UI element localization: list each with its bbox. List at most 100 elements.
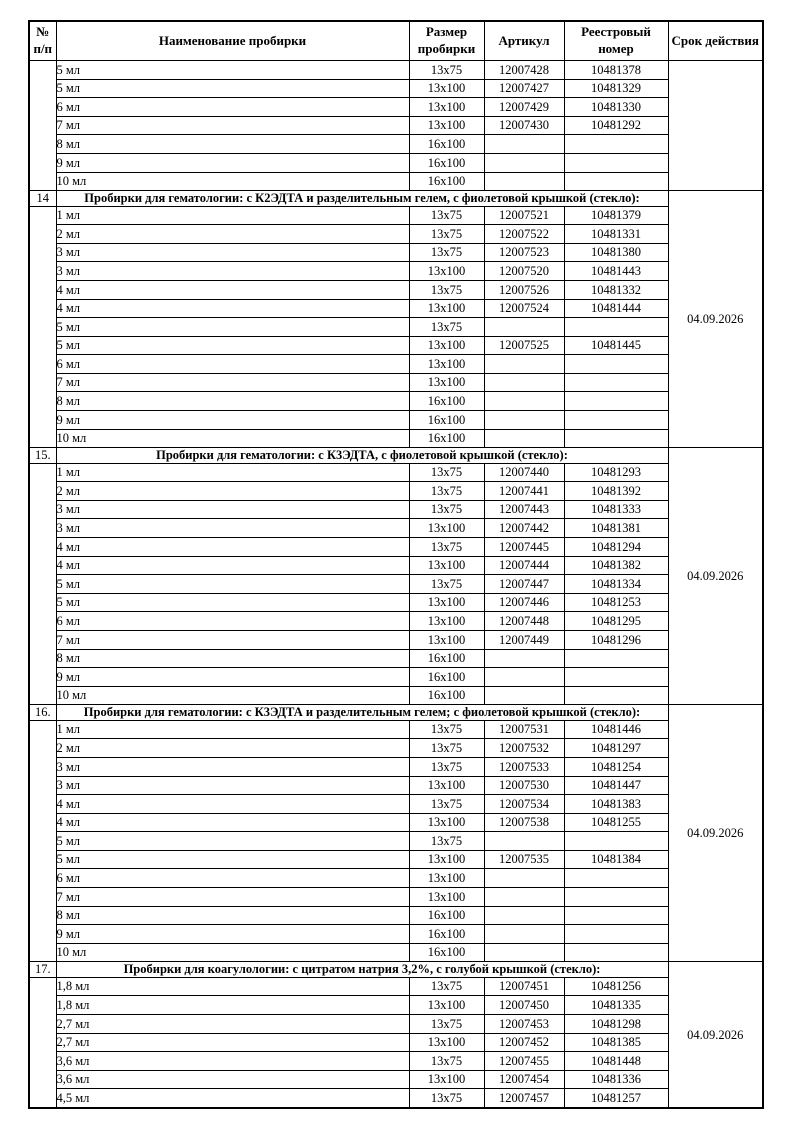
row-article: 12007453: [483, 1014, 565, 1034]
row-article: 12007454: [483, 1069, 565, 1090]
row-reg-number: 10481379: [563, 205, 669, 226]
row-size: 13x75: [408, 242, 485, 263]
row-size: 13x100: [408, 555, 485, 576]
row-volume: 10 мл: [55, 942, 410, 963]
row-article: 12007445: [483, 537, 565, 557]
row-volume: 7 мл: [55, 629, 410, 650]
row-volume: 3 мл: [55, 518, 410, 538]
row-reg-number: 10481392: [563, 481, 669, 501]
row-reg-number: 10481385: [563, 1032, 669, 1053]
row-article: 12007440: [483, 462, 565, 483]
row-volume: 5 мл: [55, 592, 410, 613]
row-size: 13x100: [408, 261, 485, 281]
table-row: 10 мл 16x100: [29, 942, 763, 963]
row-article: [483, 887, 565, 907]
row-reg-number: 10481256: [563, 976, 669, 997]
row-volume: 7 мл: [55, 887, 410, 907]
row-volume: 3 мл: [55, 775, 410, 796]
row-reg-number: [563, 391, 669, 412]
table-row: 3 мл 13x100 12007442 10481381: [29, 518, 763, 538]
row-reg-number: 10481292: [563, 115, 669, 136]
row-size: 13x100: [408, 335, 485, 356]
table-row: 3 мл 13x75 12007533 10481254: [29, 756, 763, 777]
section-header-row: 16. Пробирки для гематологии: с К3ЭДТА и …: [28, 704, 764, 963]
table-row: 3 мл 13x75 12007443 10481333: [29, 499, 763, 520]
row-volume: 5 мл: [55, 335, 410, 356]
row-volume: 4 мл: [55, 537, 410, 557]
row-reg-number: [563, 648, 669, 669]
row-reg-number: 10481382: [563, 555, 669, 576]
row-size: 13x75: [408, 756, 485, 777]
row-size: 16x100: [408, 410, 485, 430]
row-article: 12007538: [483, 812, 565, 833]
row-volume: 5 мл: [55, 60, 410, 80]
row-volume: 1 мл: [55, 719, 410, 740]
row-reg-number: 10481445: [563, 335, 669, 356]
table-row: 5 мл 13x100 12007525 10481445: [29, 335, 763, 356]
table-row: 6 мл 13x100 12007448 10481295: [29, 611, 763, 631]
row-size: 13x75: [408, 976, 485, 997]
section-header-row: 14 Пробирки для гематологии: с К2ЭДТА и р…: [28, 190, 764, 449]
row-volume: 5 мл: [55, 849, 410, 870]
validity-cell: [667, 59, 764, 192]
table-row: 1 мл 13x75 12007440 10481293: [28, 462, 763, 706]
table-row: 3 мл 13x100 12007530 10481447: [29, 775, 763, 796]
row-article: 12007457: [483, 1088, 565, 1109]
table-row: 10 мл 16x100: [29, 685, 763, 706]
row-article: [483, 410, 565, 430]
row-volume: 8 мл: [55, 648, 410, 669]
table-row: 4 мл 13x75 12007534 10481383: [29, 794, 763, 814]
row-size: 13x75: [408, 537, 485, 557]
row-article: 12007525: [483, 335, 565, 356]
table-row: 8 мл 16x100: [29, 648, 763, 669]
row-reg-number: 10481444: [563, 298, 669, 319]
row-reg-number: 10481329: [563, 78, 669, 99]
row-reg-number: 10481334: [563, 574, 669, 594]
row-reg-number: [563, 354, 669, 374]
row-reg-number: [563, 410, 669, 430]
row-volume: 4 мл: [55, 794, 410, 814]
row-reg-number: 10481254: [563, 756, 669, 777]
table-row: 8 мл 16x100: [29, 391, 763, 412]
row-reg-number: 10481255: [563, 812, 669, 833]
row-reg-number: [563, 924, 669, 944]
row-article: 12007443: [483, 499, 565, 520]
row-size: 13x100: [408, 611, 485, 631]
row-volume: 8 мл: [55, 905, 410, 926]
row-volume: 5 мл: [55, 78, 410, 99]
row-size: 16x100: [408, 924, 485, 944]
section-title: Пробирки для гематологии: с К2ЭДТА и раз…: [55, 190, 669, 207]
table-row: 5 мл 13x75 12007447 10481334: [29, 574, 763, 594]
row-article: [483, 905, 565, 926]
row-size: 13x75: [408, 462, 485, 483]
row-volume: 8 мл: [55, 391, 410, 412]
row-article: [483, 372, 565, 393]
row-size: 16x100: [408, 667, 485, 687]
table-row: 9 мл 16x100: [29, 152, 763, 173]
column-header-num: № п/п: [28, 20, 57, 61]
section-title: Пробирки для гематологии: с К3ЭДТА и раз…: [55, 704, 669, 721]
row-size: 13x75: [408, 719, 485, 740]
section-number: 15.: [28, 447, 57, 464]
row-size: 13x75: [408, 205, 485, 226]
row-size: 13x75: [408, 60, 485, 80]
row-volume: 9 мл: [55, 152, 410, 173]
row-reg-number: [563, 942, 669, 963]
row-volume: 6 мл: [55, 97, 410, 117]
row-article: 12007449: [483, 629, 565, 650]
table-row: 2,7 мл 13x100 12007452 10481385: [29, 1032, 763, 1053]
row-size: 13x100: [408, 849, 485, 870]
table-row: 3,6 мл 13x75 12007455 10481448: [29, 1051, 763, 1071]
row-article: 12007530: [483, 775, 565, 796]
row-size: 13x100: [408, 1069, 485, 1090]
table-row: 7 мл 13x100: [29, 372, 763, 393]
table-row: 1,8 мл 13x75 12007451 10481256: [28, 976, 763, 1109]
row-size: 16x100: [408, 685, 485, 706]
table-row: 2,7 мл 13x75 12007453 10481298: [29, 1014, 763, 1034]
row-reg-number: 10481293: [563, 462, 669, 483]
row-reg-number: 10481443: [563, 261, 669, 281]
table-header: № п/п Наименование пробирки Размер проби…: [28, 20, 764, 61]
row-volume: 3,6 мл: [55, 1069, 410, 1090]
row-size: 13x100: [408, 97, 485, 117]
table-row: 7 мл 13x100 12007449 10481296: [29, 629, 763, 650]
